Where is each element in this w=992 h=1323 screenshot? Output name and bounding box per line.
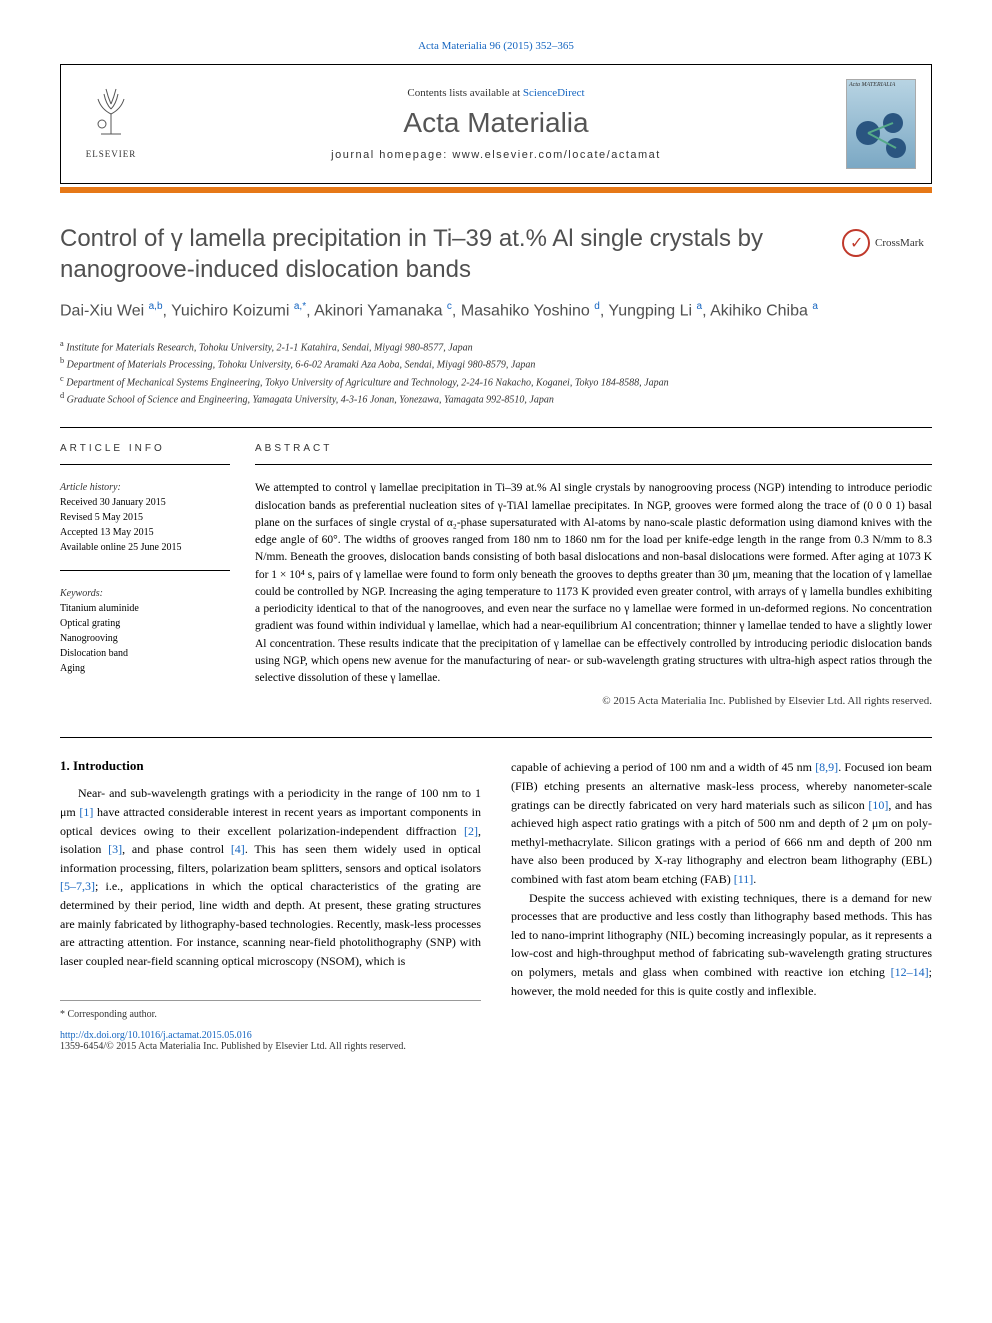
divider xyxy=(60,427,932,428)
body-column-right: capable of achieving a period of 100 nm … xyxy=(511,758,932,1052)
journal-name: Acta Materialia xyxy=(146,107,846,139)
crossmark-icon xyxy=(842,229,870,257)
abstract-column: ABSTRACT We attempted to control γ lamel… xyxy=(255,443,932,707)
body-paragraph: capable of achieving a period of 100 nm … xyxy=(511,758,932,888)
contents-line: Contents lists available at ScienceDirec… xyxy=(146,87,846,99)
elsevier-logo: ELSEVIER xyxy=(76,79,146,169)
crossmark-label: CrossMark xyxy=(875,237,924,249)
homepage-line: journal homepage: www.elsevier.com/locat… xyxy=(146,149,846,161)
keyword: Aging xyxy=(60,661,230,676)
affiliation-line: a Institute for Materials Research, Toho… xyxy=(60,338,932,355)
affiliation-line: b Department of Materials Processing, To… xyxy=(60,355,932,372)
keywords-label: Keywords: xyxy=(60,586,230,601)
divider xyxy=(60,570,230,571)
history-label: Article history: xyxy=(60,480,230,495)
top-citation: Acta Materialia 96 (2015) 352–365 xyxy=(60,40,932,52)
body-paragraph: Near- and sub-wavelength gratings with a… xyxy=(60,784,481,970)
footnote-section: * Corresponding author. http://dx.doi.or… xyxy=(60,1000,481,1052)
doi-link[interactable]: http://dx.doi.org/10.1016/j.actamat.2015… xyxy=(60,1030,252,1041)
homepage-url: www.elsevier.com/locate/actamat xyxy=(452,149,661,161)
homepage-prefix: journal homepage: xyxy=(331,149,452,161)
body-paragraph: Despite the success achieved with existi… xyxy=(511,889,932,1001)
abstract-copyright: © 2015 Acta Materialia Inc. Published by… xyxy=(255,695,932,707)
keyword: Optical grating xyxy=(60,616,230,631)
authors-list: Dai-Xiu Wei a,b, Yuichiro Koizumi a,*, A… xyxy=(60,300,932,323)
received-date: Received 30 January 2015 xyxy=(60,495,230,510)
article-info-column: ARTICLE INFO Article history: Received 3… xyxy=(60,443,230,707)
journal-header: ELSEVIER Contents lists available at Sci… xyxy=(60,64,932,184)
keyword: Dislocation band xyxy=(60,646,230,661)
crossmark-badge[interactable]: CrossMark xyxy=(842,223,932,263)
corresponding-author: * Corresponding author. xyxy=(60,1009,481,1020)
intro-heading: 1. Introduction xyxy=(60,758,481,774)
revised-date: Revised 5 May 2015 xyxy=(60,510,230,525)
body-column-left: 1. Introduction Near- and sub-wavelength… xyxy=(60,758,481,1052)
divider xyxy=(255,464,932,465)
accepted-date: Accepted 13 May 2015 xyxy=(60,525,230,540)
affiliation-line: c Department of Mechanical Systems Engin… xyxy=(60,373,932,390)
publisher-name: ELSEVIER xyxy=(86,149,137,159)
contents-prefix: Contents lists available at xyxy=(407,87,522,99)
affiliations: a Institute for Materials Research, Toho… xyxy=(60,338,932,407)
header-accent-bar xyxy=(60,187,932,193)
divider xyxy=(60,464,230,465)
keyword: Nanogrooving xyxy=(60,631,230,646)
journal-cover: Acta MATERIALIA xyxy=(846,79,916,169)
keywords-list: Titanium aluminideOptical gratingNanogro… xyxy=(60,601,230,676)
abstract-heading: ABSTRACT xyxy=(255,443,932,454)
body-divider xyxy=(60,737,932,738)
affiliation-line: d Graduate School of Science and Enginee… xyxy=(60,390,932,407)
abstract-text: We attempted to control γ lamellae preci… xyxy=(255,480,932,687)
cover-text: Acta MATERIALIA xyxy=(847,80,915,90)
article-info-heading: ARTICLE INFO xyxy=(60,443,230,454)
keyword: Titanium aluminide xyxy=(60,601,230,616)
available-date: Available online 25 June 2015 xyxy=(60,540,230,555)
footer-copyright: 1359-6454/© 2015 Acta Materialia Inc. Pu… xyxy=(60,1041,481,1052)
article-title: Control of γ lamella precipitation in Ti… xyxy=(60,223,822,285)
elsevier-tree-icon xyxy=(86,79,136,149)
sciencedirect-link[interactable]: ScienceDirect xyxy=(523,87,585,99)
